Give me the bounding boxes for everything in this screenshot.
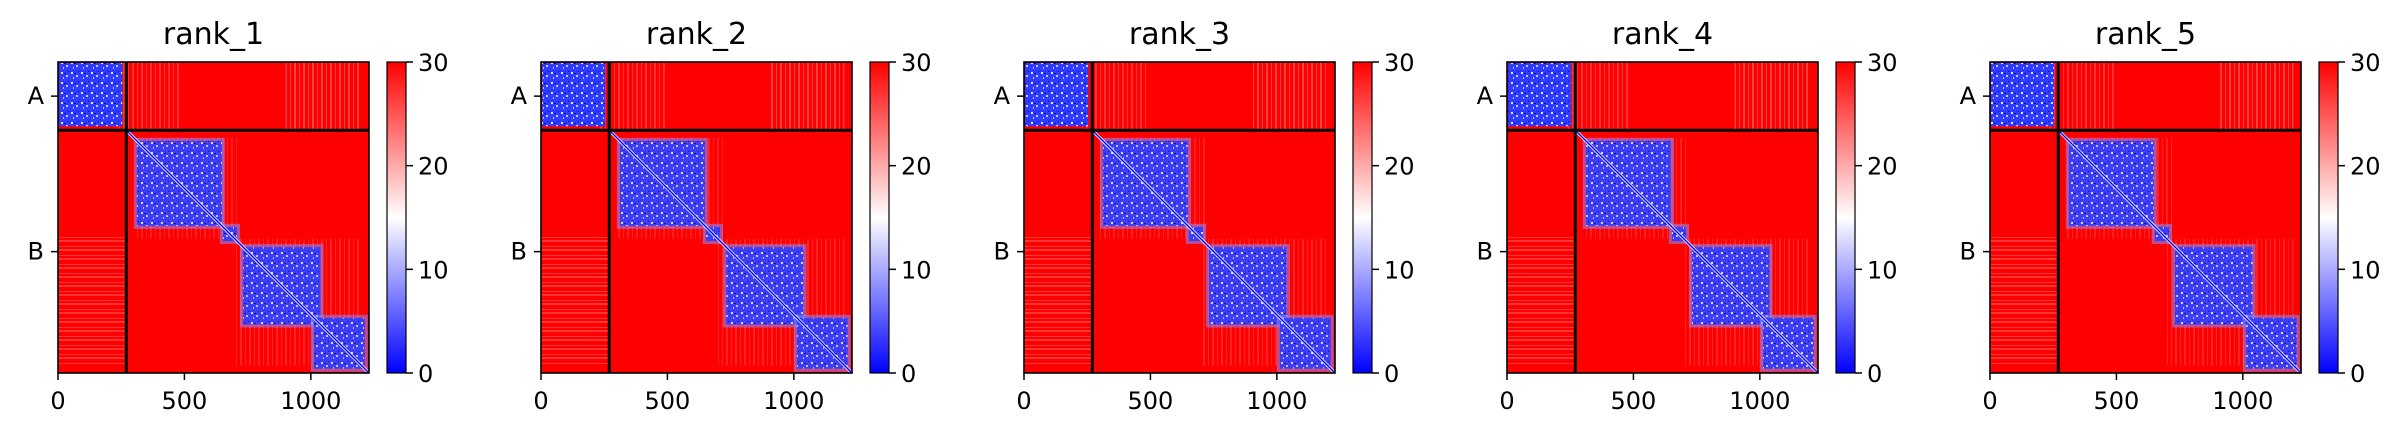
diagonal-core — [125, 129, 370, 374]
plot-frame — [540, 61, 853, 374]
colorbar-tick-label: 30 — [2350, 49, 2381, 77]
pae-panel-5: rank_5 0 500 1000 A B 0 10 20 30 — [1960, 17, 2381, 415]
diagonal-core — [1574, 129, 1819, 374]
y-tick-label: B — [1960, 238, 1976, 266]
y-tick-label: A — [28, 82, 45, 110]
chain-a-block — [1025, 63, 1089, 127]
heatmap-texture — [1990, 233, 2059, 366]
y-tick-label: B — [28, 238, 44, 266]
x-tick-label: 500 — [2094, 387, 2140, 415]
x-tick-label: 1000 — [280, 387, 341, 415]
x-tick-label: 500 — [162, 387, 208, 415]
colorbar-tick-label: 20 — [1867, 153, 1898, 181]
y-tick-label: B — [511, 238, 527, 266]
colorbar-tick-label: 30 — [1384, 49, 1415, 77]
colorbar-tick-label: 10 — [1384, 256, 1415, 284]
diagonal-core — [1091, 129, 1336, 374]
colorbar-tick-label: 10 — [2350, 256, 2381, 284]
heatmap-texture — [58, 233, 127, 366]
colorbar — [2318, 61, 2339, 374]
heatmap-texture — [1251, 62, 1328, 131]
colorbar — [386, 61, 407, 374]
panel-title: rank_3 — [1129, 17, 1230, 52]
colorbar-tick-label: 0 — [418, 360, 433, 388]
heatmap-texture — [285, 62, 362, 131]
colorbar — [869, 61, 890, 374]
colorbar-tick-label: 20 — [418, 153, 449, 181]
colorbar-tick-label: 10 — [418, 256, 449, 284]
colorbar-tick-label: 0 — [1384, 360, 1399, 388]
plot-frame — [1506, 61, 1819, 374]
x-tick-label: 500 — [1611, 387, 1657, 415]
colorbar-tick-label: 20 — [901, 153, 932, 181]
chain-a-block — [1508, 63, 1572, 127]
pae-panel-3: rank_3 0 500 1000 A B 0 10 20 30 — [994, 17, 1415, 415]
y-tick-label: A — [511, 82, 528, 110]
y-tick-label: A — [1960, 82, 1977, 110]
y-tick-label: A — [1477, 82, 1494, 110]
colorbar-tick-label: 0 — [1867, 360, 1882, 388]
diagonal-core — [608, 129, 853, 374]
heatmap-texture — [541, 233, 610, 366]
x-tick-label: 0 — [50, 387, 65, 415]
x-tick-label: 1000 — [1246, 387, 1307, 415]
colorbar-tick-label: 30 — [418, 49, 449, 77]
x-tick-label: 1000 — [2212, 387, 2273, 415]
colorbar-tick-label: 30 — [1867, 49, 1898, 77]
chain-a-block — [1991, 63, 2055, 127]
x-tick-label: 0 — [533, 387, 548, 415]
heatmap-texture — [2217, 62, 2294, 131]
plot-frame — [1023, 61, 1336, 374]
pae-panel-1: rank_1 0 500 1000 A B 0 10 20 30 — [28, 17, 449, 415]
pae-panel-4: rank_4 0 500 1000 A B 0 10 20 30 — [1477, 17, 1898, 415]
panel-title: rank_5 — [2095, 17, 2196, 52]
chain-a-block — [542, 63, 606, 127]
colorbar-tick-label: 20 — [1384, 153, 1415, 181]
panel-title: rank_2 — [646, 17, 747, 52]
y-tick-label: B — [1477, 238, 1493, 266]
colorbar — [1352, 61, 1373, 374]
x-tick-label: 1000 — [1729, 387, 1790, 415]
colorbar-tick-label: 0 — [901, 360, 916, 388]
colorbar-tick-label: 0 — [2350, 360, 2365, 388]
y-tick-label: A — [994, 82, 1011, 110]
heatmap-texture — [1734, 62, 1811, 131]
diagonal-core — [2057, 129, 2302, 374]
heatmap-texture — [1507, 233, 1576, 366]
y-tick-label: B — [994, 238, 1010, 266]
plot-frame — [57, 61, 370, 374]
pae-panel-2: rank_2 0 500 1000 A B 0 10 20 30 — [511, 17, 932, 415]
heatmap-texture — [1024, 233, 1093, 366]
plot-frame — [1989, 61, 2302, 374]
panel-title: rank_1 — [163, 17, 264, 52]
x-tick-label: 0 — [1016, 387, 1031, 415]
x-tick-label: 0 — [1982, 387, 1997, 415]
chain-a-block — [59, 63, 123, 127]
colorbar-tick-label: 30 — [901, 49, 932, 77]
colorbar-tick-label: 10 — [1867, 256, 1898, 284]
x-tick-label: 1000 — [763, 387, 824, 415]
colorbar-tick-label: 10 — [901, 256, 932, 284]
x-tick-label: 500 — [1128, 387, 1174, 415]
colorbar-tick-label: 20 — [2350, 153, 2381, 181]
panel-title: rank_4 — [1612, 17, 1713, 52]
x-tick-label: 500 — [645, 387, 691, 415]
heatmap-texture — [768, 62, 845, 131]
x-tick-label: 0 — [1499, 387, 1514, 415]
colorbar — [1835, 61, 1856, 374]
